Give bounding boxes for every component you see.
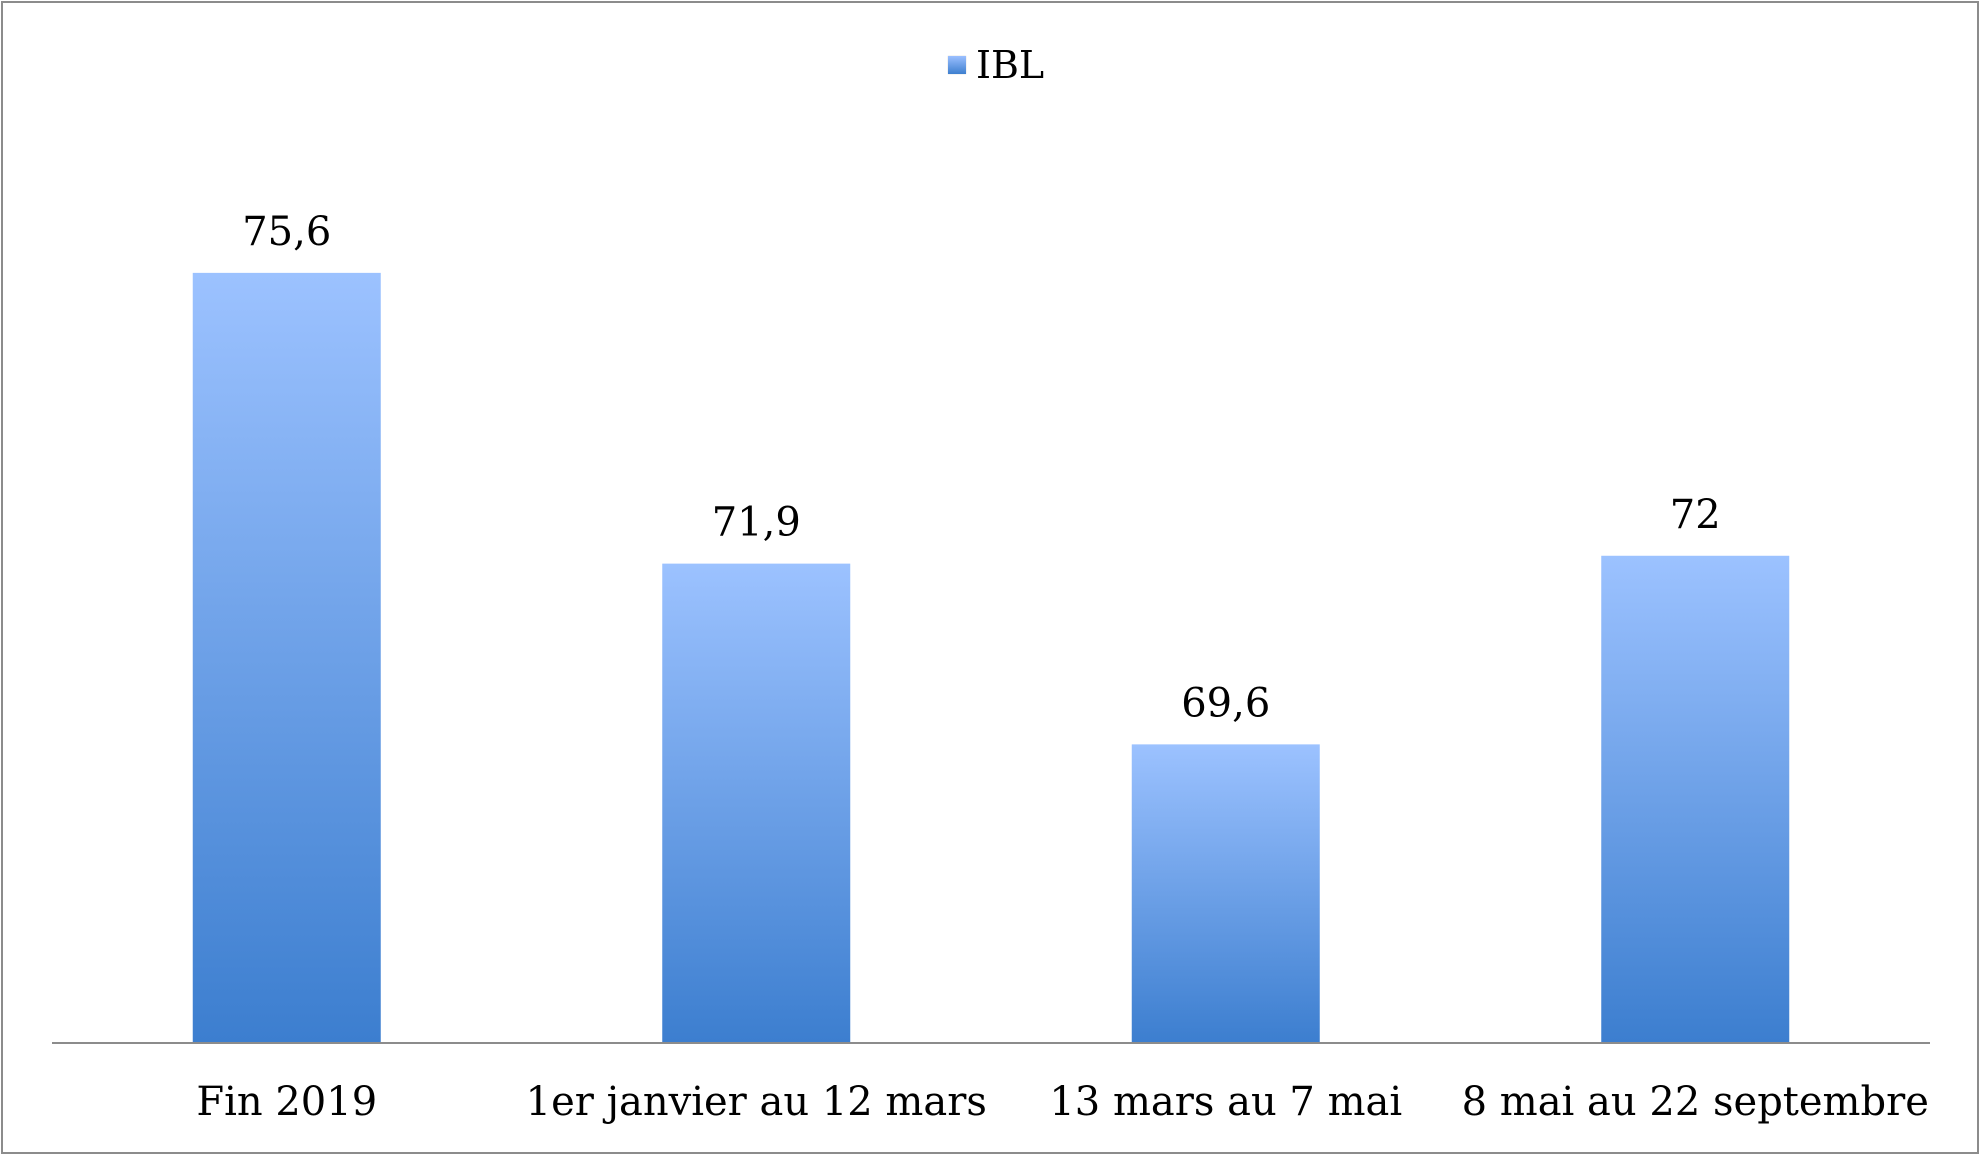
x-tick-label-1: 1er janvier au 12 mars bbox=[526, 1079, 987, 1125]
legend: IBL bbox=[948, 46, 1044, 84]
x-tick-label-2: 13 mars au 7 mai bbox=[1049, 1079, 1402, 1125]
data-labels-group: 75,6 71,9 69,6 72 bbox=[242, 209, 1720, 727]
bar-1 bbox=[662, 563, 851, 1043]
bars-group bbox=[192, 272, 1790, 1043]
x-tick-label-0: Fin 2019 bbox=[196, 1079, 377, 1125]
data-label-2: 69,6 bbox=[1181, 680, 1270, 726]
data-label-1: 71,9 bbox=[712, 500, 801, 546]
x-tick-labels-group: Fin 2019 1er janvier au 12 mars 13 mars au… bbox=[196, 1079, 1929, 1125]
x-tick-label-3: 8 mai au 22 septembre bbox=[1462, 1079, 1929, 1125]
bar-2 bbox=[1131, 744, 1320, 1043]
data-label-0: 75,6 bbox=[242, 209, 331, 255]
bar-3 bbox=[1601, 555, 1790, 1043]
data-label-3: 72 bbox=[1670, 492, 1721, 538]
legend-swatch-ibl bbox=[948, 56, 966, 74]
legend-label-ibl: IBL bbox=[976, 43, 1045, 87]
bar-0 bbox=[192, 272, 381, 1043]
